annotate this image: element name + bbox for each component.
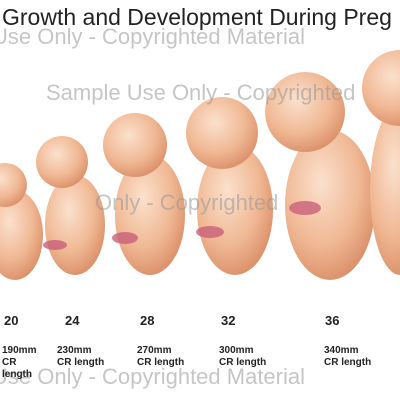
watermark: Sample Use Only - Copyrighted: [46, 80, 356, 105]
length-caption: CR length: [137, 357, 185, 368]
length-caption: CR length: [57, 357, 105, 368]
length-value: 340mm: [324, 345, 359, 356]
week-label: 20: [4, 313, 19, 328]
length-caption: CR length: [2, 357, 32, 380]
length-value: 230mm: [57, 345, 92, 356]
fetus-head: [0, 163, 27, 207]
title: Growth and Development During Preg: [2, 4, 392, 30]
fetus-head: [186, 97, 258, 169]
fetus-body: [0, 190, 43, 280]
fetus-head: [265, 72, 345, 152]
cords: [43, 201, 321, 250]
fetus-head: [103, 113, 167, 177]
length-value: 270mm: [137, 345, 172, 356]
watermark: Use Only - Copyrighted Material: [0, 364, 306, 389]
watermark: Only - Copyrighted: [95, 190, 279, 215]
length-caption: CR length: [324, 357, 372, 368]
fetus-body: [285, 130, 375, 280]
watermark: Use Only - Copyrighted Material: [0, 24, 306, 49]
length-caption: CR length: [219, 357, 267, 368]
fetus-head: [362, 50, 400, 126]
fetus-body: [197, 145, 273, 275]
week-label: 32: [221, 313, 236, 328]
week-label: 28: [140, 313, 155, 328]
length-value: 300mm: [219, 345, 254, 356]
fetus-head: [36, 136, 88, 188]
fetus-body: [370, 105, 400, 275]
fetus-body: [115, 155, 185, 275]
length-value: 190mm: [2, 345, 37, 356]
week-label: 36: [325, 313, 340, 328]
fetus-body: [45, 175, 105, 275]
fetus-drawings: [0, 50, 400, 280]
week-label: 24: [65, 313, 80, 328]
